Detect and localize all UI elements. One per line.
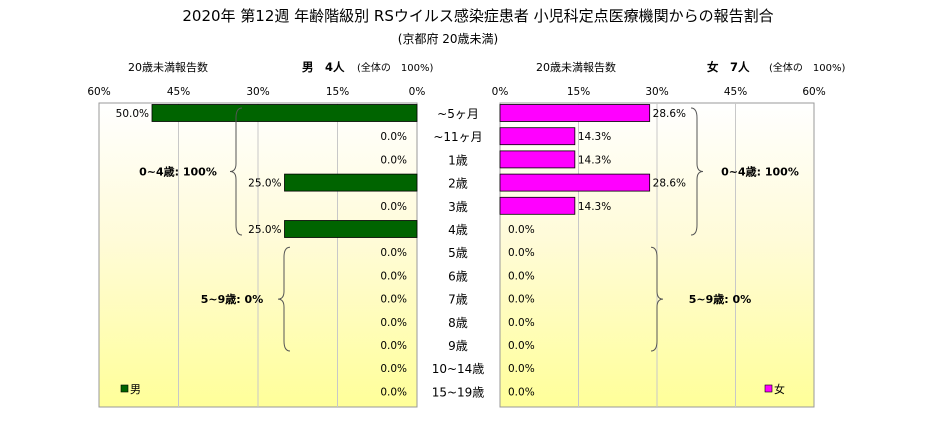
age-category-label: ~5ヶ月 [437, 107, 479, 121]
female-tick-label: 45% [724, 86, 747, 98]
female-value-label: 0.0% [508, 224, 535, 236]
female-axis-caption: 20歳未満報告数 [536, 61, 616, 74]
male-bracket [229, 107, 243, 236]
male-value-label: 0.0% [380, 201, 407, 213]
female-bar [499, 150, 576, 169]
age-category-label: 6歳 [448, 269, 468, 283]
male-legend-label: 男 [130, 383, 141, 396]
female-tick-labels: 0% 15% 30% 45% 60% [492, 86, 826, 98]
female-legend-label: 女 [774, 382, 785, 396]
age-category-label: 15~19歳 [432, 385, 485, 399]
age-category-label: 4歳 [448, 223, 468, 237]
male-value-label: 0.0% [380, 317, 407, 329]
age-category-label: 3歳 [448, 200, 468, 214]
female-bar [499, 104, 651, 122]
male-bar [151, 104, 418, 122]
male-value-labels: 50.0% 0.0% 0.0% 25.0% 0.0% 25.0% 0.0% 0.0% 0.0% 0… [116, 108, 407, 398]
female-value-label: 0.0% [508, 340, 535, 352]
age-category-label: ~11ヶ月 [433, 130, 482, 144]
age-category-label: 8歳 [448, 316, 468, 330]
male-tick-label: 0% [409, 86, 426, 98]
male-header-note: (全体の 100%) [357, 61, 433, 74]
male-value-label: 0.0% [380, 154, 407, 166]
age-category-label: 2歳 [448, 177, 468, 191]
chart-subtitle: (京都府 20歳未満) [398, 31, 498, 46]
female-tick-label: 15% [567, 86, 590, 98]
male-bracket-label: 0~4歳: 100% [139, 165, 217, 179]
male-bracket-label: 5~9歳: 0% [201, 292, 263, 306]
age-category-label: 7歳 [448, 293, 468, 307]
age-category-label: 9歳 [448, 339, 468, 353]
female-bracket-label: 5~9歳: 0% [689, 292, 751, 306]
male-value-label: 0.0% [380, 247, 407, 259]
female-bracket [650, 246, 664, 352]
female-value-label: 0.0% [508, 294, 535, 306]
male-brackets: 0~4歳: 100% 5~9歳: 0% [139, 107, 291, 352]
female-value-label: 0.0% [508, 363, 535, 375]
female-tick-label: 60% [802, 86, 825, 98]
female-brackets: 0~4歳: 100% 5~9歳: 0% [650, 107, 799, 352]
age-category-label: 5歳 [448, 246, 468, 260]
male-tick-label: 30% [246, 86, 269, 98]
male-axis-caption: 20歳未満報告数 [128, 61, 208, 74]
female-tick-label: 30% [645, 86, 668, 98]
male-header: 男 4人 [302, 60, 345, 74]
male-legend-swatch [120, 384, 129, 393]
male-bar [284, 173, 418, 192]
female-value-label: 14.3% [578, 201, 611, 213]
male-tick-label: 15% [326, 86, 349, 98]
chart-title: 2020年 第12週 年齢階級別 RSウイルス感染症患者 小児科定点医療機関から… [182, 7, 773, 25]
female-value-label: 28.6% [653, 108, 686, 120]
female-bar [499, 196, 576, 215]
male-tick-label: 45% [167, 86, 190, 98]
female-value-labels: 28.6% 14.3% 14.3% 28.6% 14.3% 0.0% 0.0% 0.0% 0.0… [508, 108, 686, 398]
female-header-note: (全体の 100%) [769, 61, 845, 74]
female-legend: 女 [764, 382, 785, 396]
male-value-label: 0.0% [380, 131, 407, 143]
male-value-label: 25.0% [248, 178, 281, 190]
age-category-label: 1歳 [448, 153, 468, 167]
female-bracket [690, 107, 704, 236]
female-value-label: 14.3% [578, 131, 611, 143]
female-tick-label: 0% [492, 86, 509, 98]
male-bracket [277, 246, 291, 352]
female-value-label: 28.6% [653, 178, 686, 190]
male-bars [151, 104, 418, 238]
male-value-label: 0.0% [380, 363, 407, 375]
male-value-label: 50.0% [116, 108, 149, 120]
female-bars [499, 104, 651, 215]
male-tick-labels: 60% 45% 30% 15% 0% [87, 86, 425, 98]
male-value-label: 0.0% [380, 340, 407, 352]
female-legend-swatch [764, 384, 773, 393]
male-value-label: 0.0% [380, 294, 407, 306]
female-bar [499, 127, 576, 146]
female-value-label: 0.0% [508, 317, 535, 329]
male-tick-label: 60% [87, 86, 110, 98]
female-bracket-label: 0~4歳: 100% [721, 165, 799, 179]
male-legend: 男 [120, 383, 141, 396]
age-category-label: 10~14歳 [432, 362, 485, 376]
female-value-label: 0.0% [508, 270, 535, 282]
female-bar [499, 173, 651, 192]
male-value-label: 0.0% [380, 386, 407, 398]
female-value-label: 0.0% [508, 247, 535, 259]
female-value-label: 0.0% [508, 386, 535, 398]
male-bar [284, 220, 418, 238]
age-category-labels: ~5ヶ月 ~11ヶ月 1歳 2歳 3歳 4歳 5歳 6歳 7歳 8歳 9歳 10~14歳 15~19歳 [432, 107, 485, 399]
male-gridlines [178, 103, 338, 407]
female-header: 女 7人 [707, 60, 750, 74]
male-value-label: 0.0% [380, 270, 407, 282]
female-value-label: 14.3% [578, 154, 611, 166]
male-value-label: 25.0% [248, 224, 281, 236]
